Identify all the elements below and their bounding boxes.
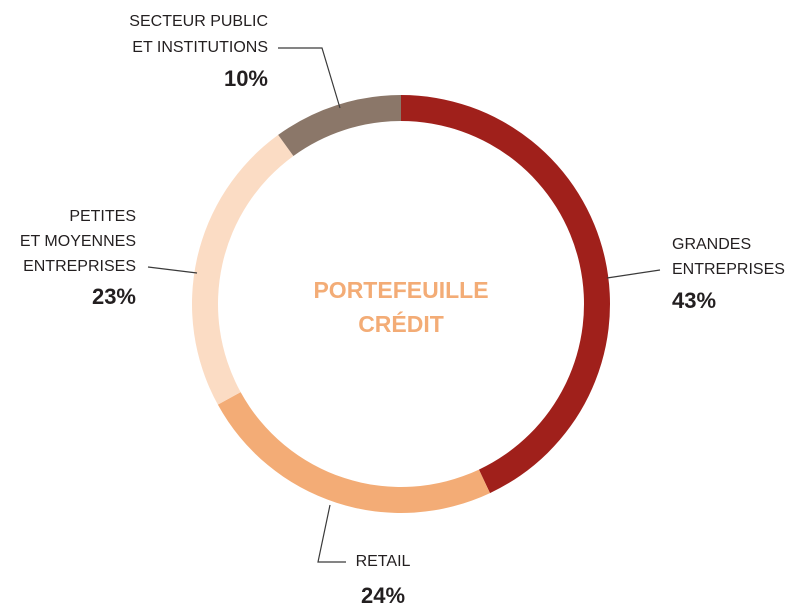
leader-line xyxy=(278,47,341,109)
donut-segment xyxy=(278,95,401,156)
donut-segment xyxy=(401,95,610,494)
donut-segment xyxy=(217,392,490,513)
leader-line xyxy=(317,504,346,563)
category-label: ET MOYENNES xyxy=(20,233,136,250)
center-title: CRÉDIT xyxy=(358,310,444,337)
category-label: PETITES xyxy=(69,208,136,225)
value-label: 23% xyxy=(92,284,136,309)
category-label: ENTREPRISES xyxy=(672,261,785,278)
category-label: ENTREPRISES xyxy=(23,258,136,275)
center-title: PORTEFEUILLE xyxy=(313,277,488,303)
category-label: GRANDES xyxy=(672,236,751,253)
donut-segment xyxy=(192,134,294,405)
category-label: RETAIL xyxy=(356,553,411,570)
value-label: 10% xyxy=(224,66,268,91)
category-label: ET INSTITUTIONS xyxy=(132,39,268,56)
leader-line xyxy=(147,266,198,274)
leader-line xyxy=(606,269,661,279)
value-label: 43% xyxy=(672,288,716,313)
category-label: SECTEUR PUBLIC xyxy=(129,13,268,30)
value-label: 24% xyxy=(361,583,405,606)
